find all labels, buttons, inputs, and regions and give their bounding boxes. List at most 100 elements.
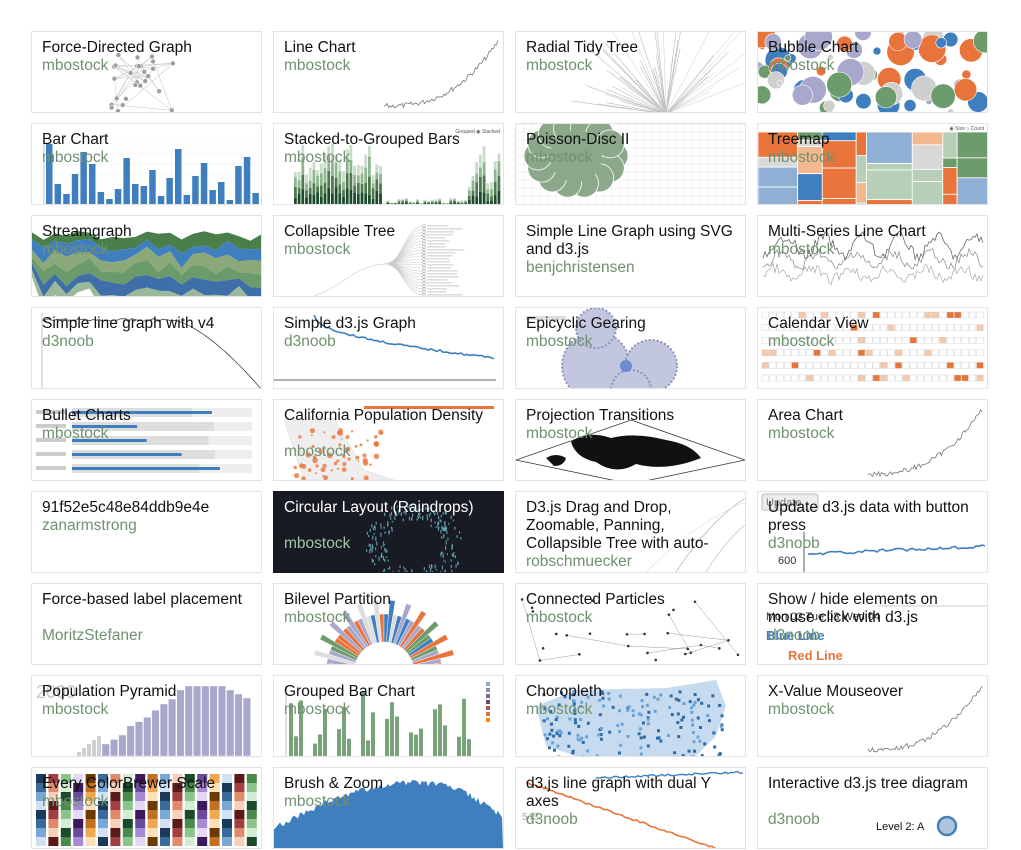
- gallery-card[interactable]: Update 600 Update d3.js data with button p…: [757, 491, 988, 573]
- gallery-card[interactable]: Collapsible Tree mbostock: [273, 215, 504, 297]
- card-author[interactable]: mbostock: [284, 57, 351, 74]
- gallery-card[interactable]: Calendar View mbostock: [757, 307, 988, 389]
- card-author[interactable]: d3noob: [768, 535, 820, 552]
- card-author[interactable]: mbostock: [284, 793, 351, 810]
- gallery-card[interactable]: Mon 02 Tue 03 Wed 04 Blue Line Red Line Sho…: [757, 583, 988, 665]
- county: [680, 718, 684, 722]
- card-author[interactable]: d3noob: [526, 811, 578, 828]
- card-author[interactable]: d3noob: [42, 333, 94, 350]
- gallery-card[interactable]: Area Chart mbostock: [757, 399, 988, 481]
- card-author[interactable]: mbostock: [284, 149, 351, 166]
- card-author[interactable]: mbostock: [768, 425, 835, 442]
- gallery-card[interactable]: California Population Density mbostock: [273, 399, 504, 481]
- card-author[interactable]: d3noob: [768, 627, 820, 644]
- gallery-card[interactable]: Multi-Series Line Chart mbostock: [757, 215, 988, 297]
- raindrop: [388, 530, 390, 534]
- gallery-card[interactable]: Poisson-Disc II mbostock: [515, 123, 746, 205]
- calendar-day: [806, 349, 814, 356]
- stream-layer: [32, 263, 261, 296]
- gallery-card[interactable]: Circular Layout (Raindrops) mbostock: [273, 491, 504, 573]
- calendar-day: [924, 337, 932, 344]
- card-author[interactable]: d3noob: [284, 333, 336, 350]
- color-swatch: [122, 774, 133, 783]
- card-author[interactable]: mbostock: [768, 241, 835, 258]
- bar-segment: [375, 172, 379, 180]
- gallery-card[interactable]: Grouped ◉ Stacked Stacked-to-Grouped Bars…: [273, 123, 504, 205]
- gallery-card[interactable]: 91f52e5c48e84ddb9e4e zanarmstrong: [31, 491, 262, 573]
- card-author[interactable]: zanarmstrong: [42, 517, 137, 534]
- card-thumbnail: [526, 308, 678, 388]
- card-author[interactable]: mbostock: [526, 57, 593, 74]
- calendar-day: [902, 362, 910, 369]
- gallery-card[interactable]: Brush & Zoom mbostock: [273, 767, 504, 849]
- card-author[interactable]: mbostock: [768, 701, 835, 718]
- gallery-card[interactable]: Force-Directed Graph mbostock: [31, 31, 262, 113]
- calendar-day: [946, 324, 954, 331]
- gallery-card[interactable]: Bullet Charts mbostock: [31, 399, 262, 481]
- card-author[interactable]: mbostock: [526, 333, 593, 350]
- gallery-card[interactable]: X-Value Mouseover mbostock: [757, 675, 988, 757]
- card-thumbnail: 2000: [36, 682, 251, 756]
- color-swatch: [85, 774, 96, 783]
- raindrop: [411, 569, 413, 572]
- card-author[interactable]: mbostock: [42, 793, 109, 810]
- card-author[interactable]: mbostock: [42, 57, 109, 74]
- raindrop: [439, 519, 441, 522]
- calendar-day: [939, 337, 947, 344]
- card-author[interactable]: robschmuecker: [526, 553, 632, 570]
- gallery-card[interactable]: Bilevel Partition mbostock: [273, 583, 504, 665]
- card-author[interactable]: mbostock: [284, 241, 351, 258]
- gallery-card[interactable]: 543 d3.js line graph with dual Y axes d3no…: [515, 767, 746, 849]
- gallery-card[interactable]: Grouped Bar Chart mbostock: [273, 675, 504, 757]
- density-dot: [326, 452, 333, 459]
- gallery-card[interactable]: Level 2: A Interactive d3.js tree diagram…: [757, 767, 988, 849]
- card-author[interactable]: MoritzStefaner: [42, 627, 143, 644]
- card-author[interactable]: mbostock: [526, 609, 593, 626]
- card-author[interactable]: mbostock: [284, 535, 351, 552]
- county: [653, 709, 657, 713]
- card-author[interactable]: mbostock: [526, 149, 593, 166]
- card-author[interactable]: mbostock: [768, 333, 835, 350]
- card-author[interactable]: mbostock: [284, 701, 351, 718]
- gallery-card[interactable]: Projection Transitions mbostock: [515, 399, 746, 481]
- card-author[interactable]: mbostock: [526, 701, 593, 718]
- gallery-card[interactable]: ◉ Size ○ Count Treemap mbostock: [757, 123, 988, 205]
- gallery-card[interactable]: Simple line graph with v4 d3noob: [31, 307, 262, 389]
- gallery-card[interactable]: Simple Line Graph using SVG and d3.js ben…: [515, 215, 746, 297]
- card-author[interactable]: mbostock: [42, 241, 109, 258]
- gallery-card[interactable]: Choropleth mbostock: [515, 675, 746, 757]
- card-author[interactable]: mbostock: [526, 425, 593, 442]
- gallery-card[interactable]: Connected Particles mbostock: [515, 583, 746, 665]
- gallery-card[interactable]: 2000 Population Pyramid mbostock: [31, 675, 262, 757]
- gallery-card[interactable]: Streamgraph mbostock: [31, 215, 262, 297]
- card-author[interactable]: mbostock: [42, 149, 109, 166]
- gallery-card[interactable]: Epicyclic Gearing mbostock: [515, 307, 746, 389]
- gallery-card[interactable]: Radial Tidy Tree mbostock: [515, 31, 746, 113]
- gallery-card[interactable]: Bubble Chart mbostock: [757, 31, 988, 113]
- card-author[interactable]: mbostock: [284, 443, 351, 460]
- branch: [665, 89, 669, 112]
- node: [115, 52, 122, 58]
- raindrop: [389, 566, 391, 570]
- card-author[interactable]: d3noob: [768, 811, 820, 828]
- calendar-day: [769, 362, 777, 369]
- card-author[interactable]: benjchristensen: [526, 259, 635, 276]
- card-author[interactable]: mbostock: [768, 149, 835, 166]
- card-author[interactable]: mbostock: [284, 609, 351, 626]
- calendar-day: [761, 374, 769, 382]
- gallery-card[interactable]: D3.js Drag and Drop, Zoomable, Panning, …: [515, 491, 746, 573]
- card-author[interactable]: mbostock: [768, 57, 835, 74]
- bar-segment: [456, 200, 460, 202]
- gallery-card[interactable]: Line Chart mbostock: [273, 31, 504, 113]
- gallery-card[interactable]: Simple d3.js Graph d3noob: [273, 307, 504, 389]
- calendar-day: [798, 324, 806, 331]
- bar-segment: [371, 198, 375, 204]
- treemap-cell: [797, 173, 823, 201]
- card-author[interactable]: mbostock: [42, 425, 109, 442]
- card-author[interactable]: mbostock: [42, 701, 109, 718]
- gallery-card[interactable]: Force-based label placement MoritzStefane…: [31, 583, 262, 665]
- series-line: [867, 686, 983, 753]
- gallery-card[interactable]: Every ColorBrewer Scale mbostock: [31, 767, 262, 849]
- county: [642, 735, 646, 739]
- gallery-card[interactable]: Bar Chart mbostock: [31, 123, 262, 205]
